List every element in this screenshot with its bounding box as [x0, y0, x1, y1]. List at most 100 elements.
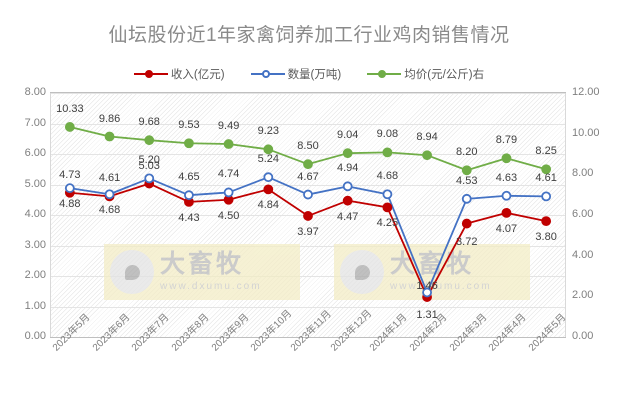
- data-label: 4.25: [376, 217, 399, 230]
- chart-title: 仙坛股份近1年家禽饲养加工行业鸡肉销售情况: [108, 25, 510, 46]
- data-point-marker[interactable]: [263, 184, 274, 195]
- data-point-marker[interactable]: [144, 135, 155, 146]
- plot-bottom-border: [50, 337, 566, 338]
- data-label: 9.04: [336, 129, 359, 142]
- data-point-marker[interactable]: [501, 190, 512, 201]
- gridline: [51, 154, 565, 155]
- y-tick-left: 8.00: [24, 86, 46, 98]
- data-point-marker[interactable]: [64, 122, 75, 132]
- y-tick-left: 3.00: [24, 238, 46, 251]
- legend-marker-volume: [250, 68, 285, 80]
- legend-marker-avgprice: [367, 68, 402, 80]
- data-label: 4.73: [59, 168, 81, 181]
- legend-item-income[interactable]: 收入(亿元): [133, 66, 225, 82]
- data-point-marker[interactable]: [184, 190, 194, 201]
- data-label: 10.33: [56, 102, 84, 115]
- legend-item-volume[interactable]: 数量(万吨): [250, 66, 342, 82]
- data-label: 5.24: [257, 153, 280, 166]
- data-label: 4.63: [495, 171, 518, 184]
- data-label: 9.86: [98, 112, 121, 125]
- data-label: 4.53: [456, 174, 478, 187]
- data-point-marker[interactable]: [461, 193, 472, 204]
- data-label: 4.65: [178, 171, 200, 184]
- data-point-marker[interactable]: [303, 159, 313, 170]
- data-point-marker[interactable]: [461, 165, 472, 176]
- data-label: 4.47: [336, 210, 359, 223]
- data-point-marker[interactable]: [422, 287, 432, 298]
- data-label: 4.61: [535, 172, 557, 185]
- data-label: 4.67: [297, 170, 319, 183]
- data-point-marker[interactable]: [303, 211, 313, 221]
- data-label: 4.50: [217, 209, 240, 222]
- data-point-marker[interactable]: [541, 216, 552, 227]
- data-label: 4.61: [98, 172, 121, 185]
- y-tick-left: 7.00: [24, 116, 46, 129]
- data-label: 4.94: [336, 162, 359, 175]
- data-label: 4.68: [98, 204, 121, 217]
- y-tick-left: 1.00: [24, 299, 46, 312]
- data-label: 9.53: [178, 119, 200, 132]
- data-point-marker[interactable]: [223, 139, 234, 149]
- data-label: 4.88: [59, 198, 81, 211]
- data-point-marker[interactable]: [461, 218, 472, 229]
- data-label: 4.68: [376, 170, 399, 183]
- data-label: 4.43: [178, 211, 200, 224]
- legend-label-volume: 数量(万吨): [287, 69, 342, 81]
- data-point-marker[interactable]: [263, 172, 274, 183]
- legend-item-avgprice[interactable]: 均价(元/公斤)右: [367, 66, 484, 82]
- legend-marker-income: [133, 68, 168, 80]
- y-tick-right: 6.00: [572, 208, 594, 220]
- data-point-marker[interactable]: [342, 181, 353, 192]
- data-point-marker[interactable]: [263, 144, 274, 155]
- data-label: 3.80: [535, 231, 557, 244]
- chart-legend: 收入(亿元) 数量(万吨) 均价(元/公斤)右: [0, 66, 618, 82]
- gridline: [51, 93, 565, 94]
- data-point-marker[interactable]: [104, 131, 115, 142]
- data-point-marker[interactable]: [541, 191, 552, 202]
- data-label: 5.20: [138, 154, 160, 167]
- data-label: 4.07: [495, 222, 518, 235]
- data-point-marker[interactable]: [342, 195, 353, 206]
- data-label: 1.31: [416, 309, 438, 322]
- data-label: 8.79: [495, 134, 518, 147]
- data-label: 8.94: [416, 131, 438, 144]
- gridline: [51, 245, 565, 247]
- y-tick-right: 4.00: [572, 248, 594, 261]
- legend-label-income: 收入(亿元): [170, 69, 225, 81]
- y-tick-left: 4.00: [24, 208, 46, 220]
- data-label: 8.20: [456, 146, 478, 159]
- data-point-marker[interactable]: [382, 147, 393, 158]
- data-label: 8.50: [297, 140, 319, 153]
- data-point-marker[interactable]: [501, 153, 512, 164]
- data-label: 1.46: [416, 280, 438, 293]
- gridline: [51, 184, 565, 186]
- y-tick-left: 2.00: [24, 269, 46, 281]
- data-label: 9.23: [257, 125, 280, 138]
- y-tick-right: 2.00: [572, 289, 594, 302]
- data-label: 9.68: [138, 116, 160, 129]
- gridline: [51, 306, 565, 308]
- data-point-marker[interactable]: [104, 189, 115, 200]
- legend-label-avgprice: 均价(元/公斤)右: [404, 69, 485, 81]
- data-point-marker[interactable]: [303, 189, 313, 200]
- data-point-marker[interactable]: [422, 150, 432, 161]
- data-point-marker[interactable]: [223, 187, 234, 198]
- y-tick-left: 5.00: [24, 177, 46, 190]
- data-label: 3.72: [456, 235, 478, 248]
- data-point-marker[interactable]: [342, 148, 353, 159]
- y-tick-right: 0.00: [572, 330, 594, 342]
- data-label: 3.97: [297, 225, 319, 238]
- data-point-marker[interactable]: [382, 202, 393, 213]
- data-point-marker[interactable]: [541, 164, 552, 175]
- data-point-marker[interactable]: [382, 189, 393, 200]
- data-point-marker[interactable]: [501, 207, 512, 218]
- data-point-marker[interactable]: [184, 138, 194, 149]
- gridline: [51, 123, 565, 125]
- data-point-marker[interactable]: [144, 173, 155, 184]
- data-point-marker[interactable]: [64, 183, 75, 194]
- gridline: [51, 276, 565, 277]
- y-tick-right: 8.00: [572, 167, 594, 180]
- data-label: 8.25: [535, 145, 557, 158]
